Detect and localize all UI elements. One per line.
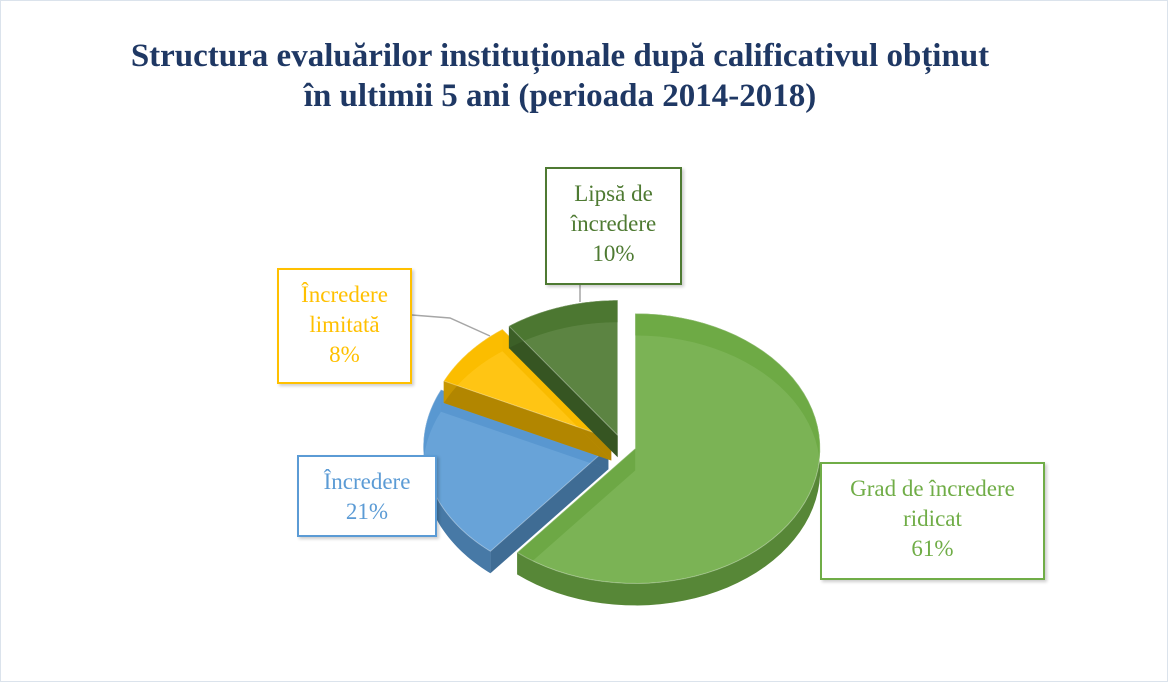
- pie: [422, 299, 821, 606]
- label-category: Lipsă de încredere: [570, 181, 657, 236]
- slice-side: [443, 381, 612, 461]
- slice-top: [516, 312, 821, 584]
- label-category: Încredere limitată: [301, 282, 388, 337]
- slice-top: [508, 299, 619, 437]
- slice-shade: [508, 326, 618, 458]
- label-value: 21%: [345, 499, 389, 524]
- label-category: Grad de încredere ridicat: [850, 476, 1015, 531]
- slice-top: [443, 328, 612, 439]
- slice-shade: [443, 381, 612, 461]
- label-value: 8%: [329, 342, 360, 367]
- label-category: Încredere: [323, 469, 411, 494]
- slice-shade: [423, 389, 491, 574]
- data-label: Grad de încredere ridicat 61%: [820, 462, 1045, 580]
- slice-shade: [490, 447, 609, 574]
- data-label: Încredere limitată 8%: [277, 268, 412, 384]
- slice-side: [508, 326, 618, 458]
- slice-wall: [423, 389, 491, 574]
- leader-line: [411, 314, 491, 337]
- slice: [516, 312, 821, 606]
- label-value: 10%: [592, 241, 635, 266]
- label-value: 61%: [911, 536, 954, 561]
- data-label: Lipsă de încredere 10%: [545, 167, 682, 285]
- slice-shade: [517, 313, 821, 606]
- slice: [508, 299, 619, 458]
- slice-side: [490, 447, 609, 574]
- data-label: Încredere 21%: [297, 455, 437, 537]
- chart-title: Structura evaluărilor instituționale dup…: [130, 38, 990, 114]
- slice-wall: [517, 313, 821, 606]
